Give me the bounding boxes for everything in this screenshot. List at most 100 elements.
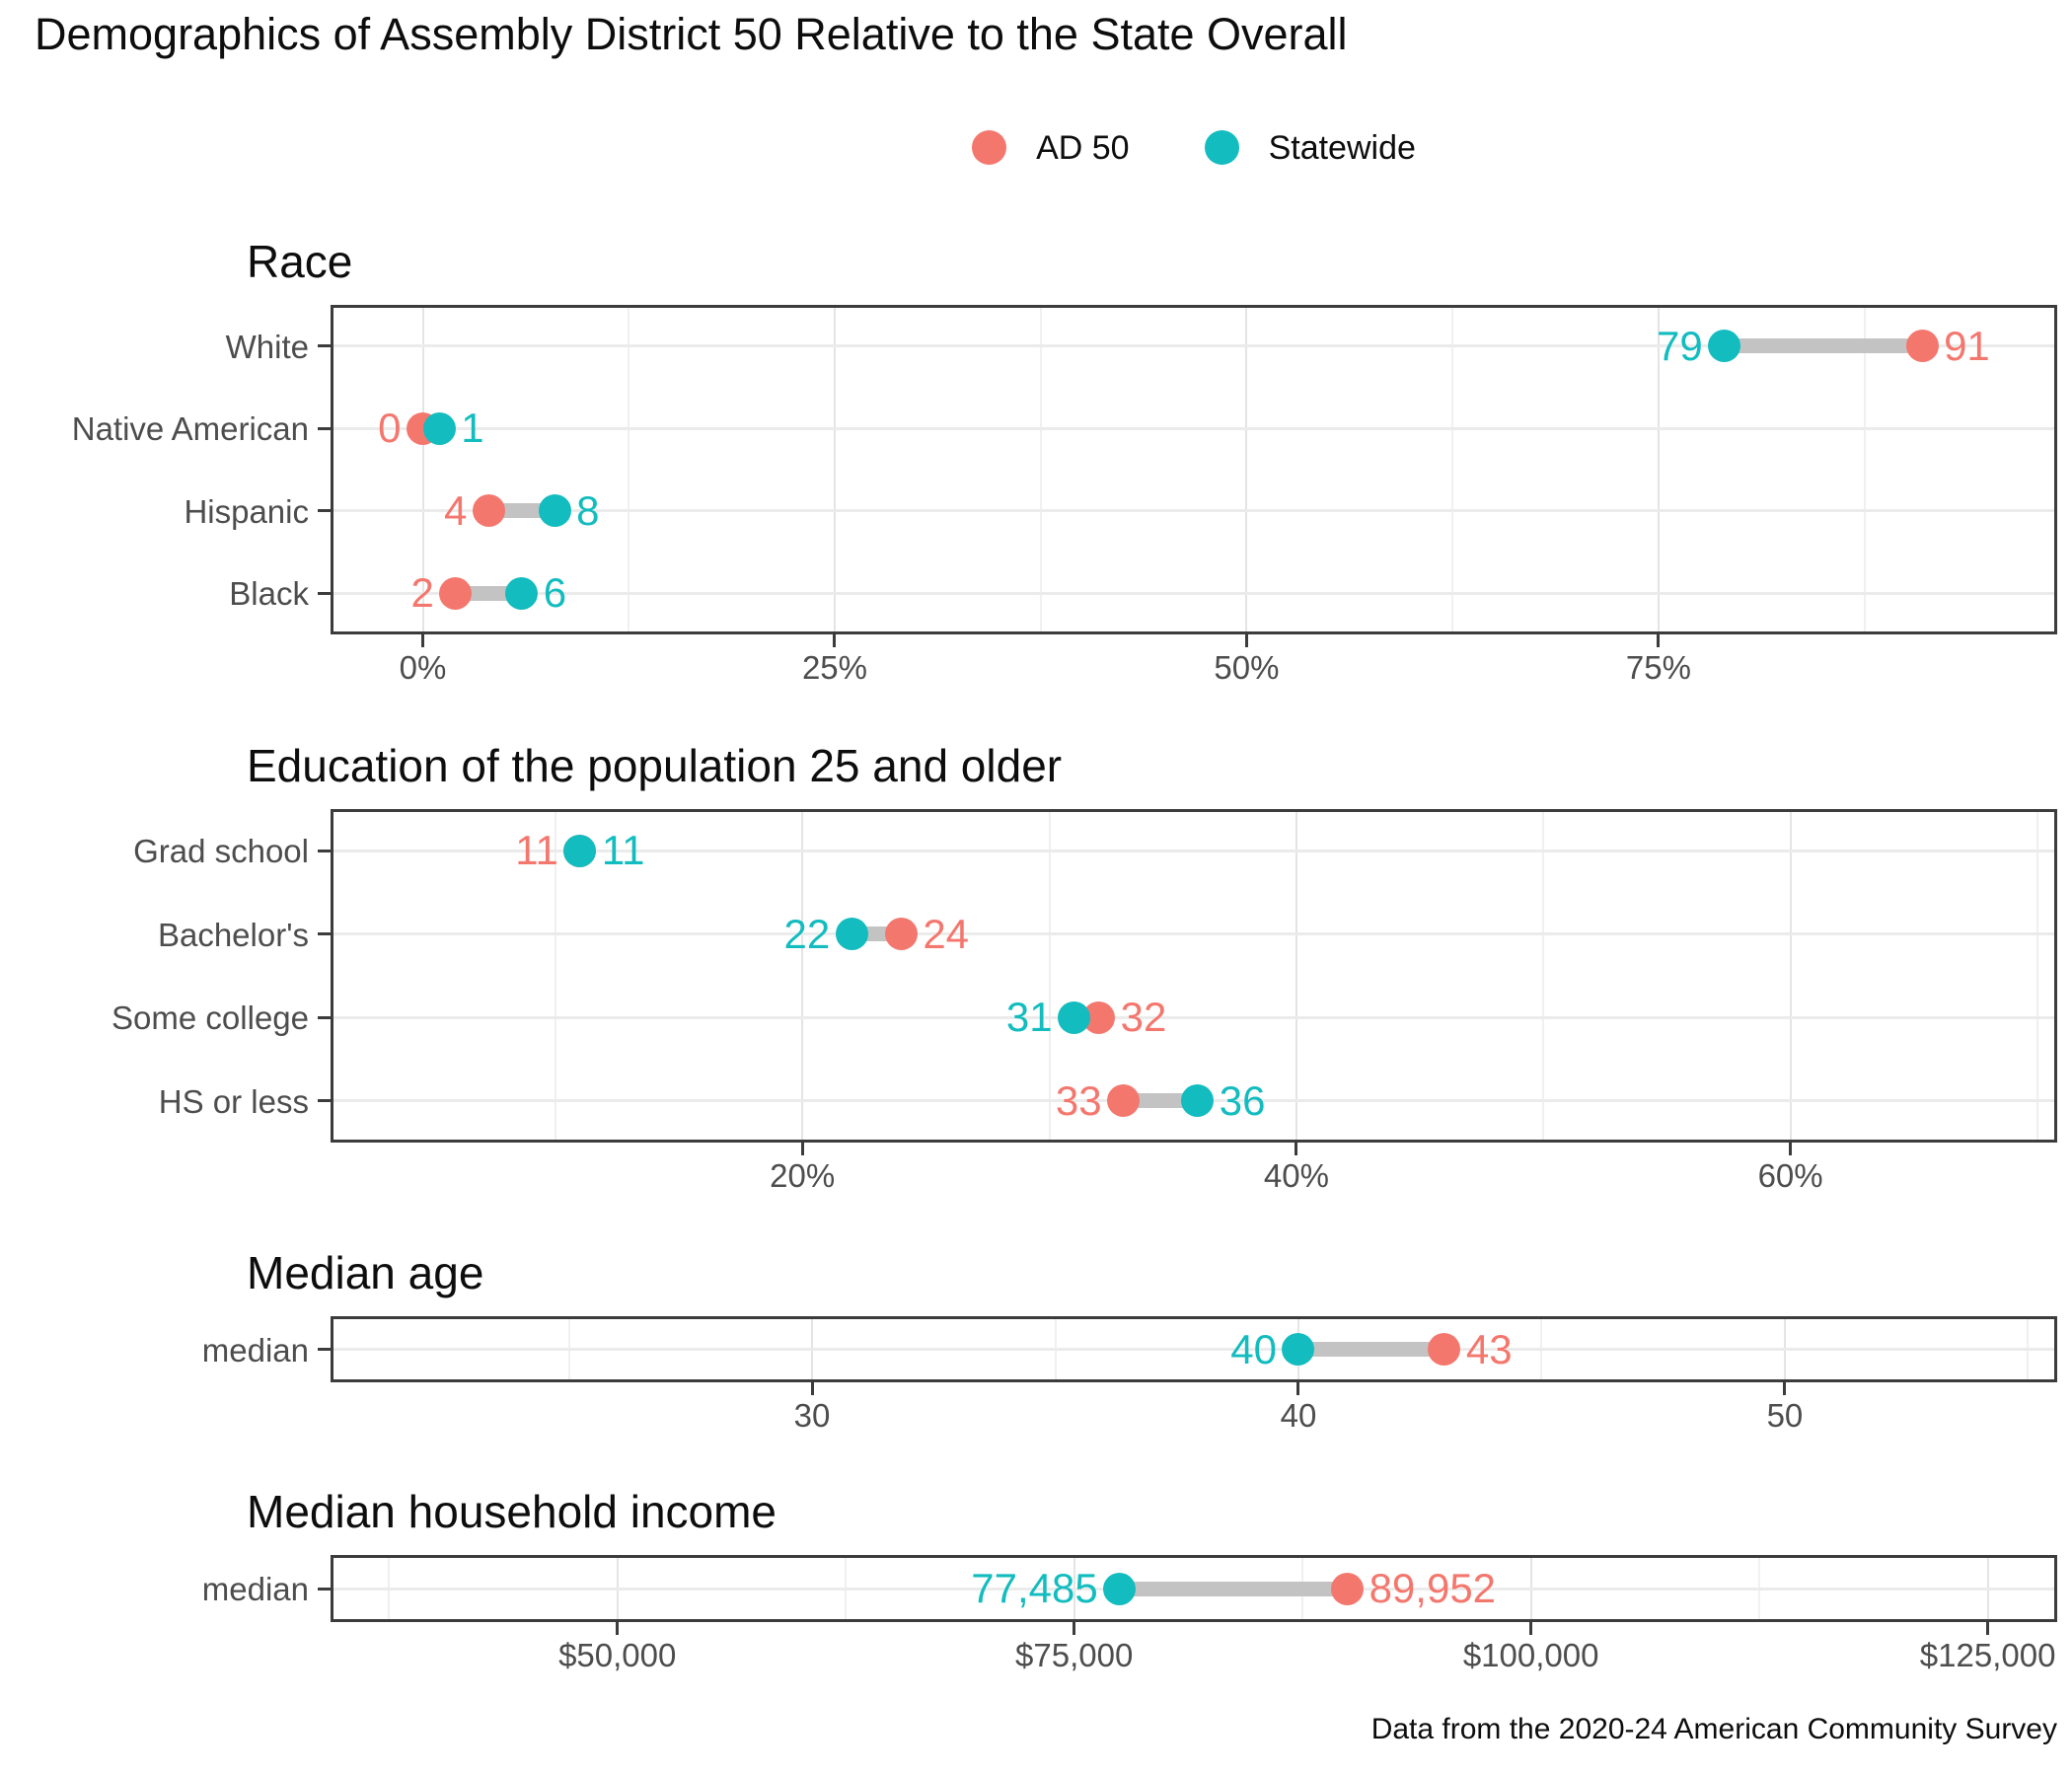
y-axis-label: Bachelor's bbox=[157, 916, 309, 953]
dot-ad50 bbox=[1107, 1084, 1141, 1118]
x-axis-label: 20% bbox=[770, 1157, 836, 1194]
gridline-minor bbox=[1039, 308, 1042, 631]
dot-statewide bbox=[563, 834, 597, 867]
dot-statewide bbox=[538, 494, 571, 528]
value-label-statewide: 77,485 bbox=[971, 1565, 1098, 1611]
y-axis-tick bbox=[318, 1099, 331, 1103]
caption: Data from the 2020-24 American Community… bbox=[1370, 1713, 2057, 1745]
dot-ad50 bbox=[1905, 330, 1939, 363]
y-axis-tick bbox=[318, 509, 331, 513]
y-axis-tick bbox=[318, 344, 331, 348]
x-axis-label: 0% bbox=[399, 649, 447, 686]
connector-segment bbox=[455, 585, 522, 601]
x-axis-tick bbox=[800, 1143, 804, 1155]
gridline-row bbox=[333, 1348, 2054, 1351]
legend-dot-ad50-icon bbox=[972, 130, 1007, 165]
section-title: Education of the population 25 and older bbox=[247, 740, 1063, 791]
x-axis-label: 50% bbox=[1214, 649, 1280, 686]
x-axis-label: 50 bbox=[1766, 1397, 1804, 1434]
value-label-ad50: 11 bbox=[515, 827, 558, 874]
gridline-row bbox=[333, 426, 2054, 430]
gridline-major bbox=[1245, 308, 1248, 631]
y-axis-tick bbox=[318, 426, 331, 430]
value-label-ad50: 24 bbox=[923, 910, 970, 957]
dot-statewide bbox=[505, 576, 539, 610]
y-axis-label: HS or less bbox=[158, 1082, 309, 1120]
x-axis-tick bbox=[810, 1382, 814, 1395]
y-axis-tick bbox=[318, 1348, 331, 1351]
section-title: Race bbox=[247, 236, 353, 287]
value-label-ad50: 4 bbox=[443, 486, 468, 534]
value-label-statewide: 11 bbox=[601, 827, 645, 874]
dot-ad50 bbox=[472, 494, 505, 528]
gridline-major bbox=[421, 308, 424, 631]
y-axis-label: Black bbox=[229, 575, 309, 613]
value-label-ad50: 0 bbox=[378, 405, 402, 452]
y-axis-label: Native American bbox=[71, 410, 309, 448]
dot-ad50 bbox=[884, 918, 918, 951]
y-axis-label: median bbox=[201, 1331, 309, 1369]
x-axis-tick bbox=[1295, 1143, 1298, 1155]
y-axis-tick bbox=[318, 849, 331, 852]
connector-segment bbox=[488, 503, 555, 519]
dot-statewide bbox=[835, 918, 868, 951]
gridline-row bbox=[333, 344, 2054, 348]
dot-statewide bbox=[1708, 330, 1741, 363]
dot-statewide bbox=[422, 411, 456, 445]
dot-statewide bbox=[1103, 1572, 1137, 1605]
dot-statewide bbox=[1282, 1333, 1315, 1366]
gridline-minor bbox=[1863, 308, 1866, 631]
x-axis-tick bbox=[1657, 634, 1661, 647]
y-axis-label: Some college bbox=[111, 999, 309, 1037]
connector-segment bbox=[1297, 1342, 1444, 1357]
value-label-statewide: 1 bbox=[461, 405, 484, 452]
x-axis-tick bbox=[1296, 1382, 1300, 1395]
value-label-ad50: 89,952 bbox=[1369, 1565, 1497, 1611]
legend-dot-statewide-icon bbox=[1204, 130, 1239, 165]
value-label-statewide: 6 bbox=[543, 569, 567, 617]
x-axis-tick bbox=[421, 634, 424, 647]
gridline-minor bbox=[1542, 812, 1545, 1140]
page-title: Demographics of Assembly District 50 Rel… bbox=[35, 9, 1348, 59]
value-label-statewide: 36 bbox=[1219, 1076, 1266, 1124]
dot-statewide bbox=[1058, 1000, 1091, 1034]
gridline-major bbox=[1657, 308, 1660, 631]
dot-ad50 bbox=[1331, 1572, 1365, 1605]
value-label-statewide: 31 bbox=[1005, 994, 1053, 1041]
gridline-minor bbox=[554, 812, 556, 1140]
panel-3 bbox=[331, 1316, 2057, 1382]
x-axis-tick bbox=[1789, 1143, 1793, 1155]
y-axis-tick bbox=[318, 1587, 331, 1591]
value-label-ad50: 43 bbox=[1465, 1325, 1513, 1372]
value-label-ad50: 33 bbox=[1055, 1076, 1102, 1124]
dot-ad50 bbox=[1428, 1333, 1461, 1366]
value-label-statewide: 79 bbox=[1656, 322, 1703, 369]
x-axis-label: 60% bbox=[1757, 1157, 1823, 1194]
gridline-major bbox=[1295, 812, 1297, 1140]
x-axis-tick bbox=[616, 1622, 620, 1635]
x-axis-tick bbox=[1073, 1622, 1076, 1635]
gridline-minor bbox=[2035, 812, 2038, 1140]
legend-label-statewide: Statewide bbox=[1268, 128, 1416, 167]
gridline-minor bbox=[1048, 812, 1051, 1140]
y-axis-label: Hispanic bbox=[184, 492, 309, 530]
x-axis-label: 25% bbox=[801, 649, 867, 686]
y-axis-tick bbox=[318, 932, 331, 936]
x-axis-tick bbox=[1783, 1382, 1787, 1395]
x-axis-label: 40 bbox=[1280, 1397, 1317, 1434]
dot-statewide bbox=[1181, 1084, 1215, 1118]
gridline-row bbox=[333, 932, 2054, 936]
section-title: Median age bbox=[247, 1247, 484, 1298]
legend-label-ad50: AD 50 bbox=[1036, 128, 1130, 167]
value-label-statewide: 8 bbox=[576, 486, 600, 534]
legend-item-ad50: AD 50 bbox=[972, 130, 1130, 165]
section-title: Median household income bbox=[247, 1486, 777, 1537]
x-axis-label: 75% bbox=[1625, 649, 1691, 686]
value-label-ad50: 91 bbox=[1944, 322, 1990, 369]
legend-item-statewide: Statewide bbox=[1204, 128, 1416, 167]
connector-segment bbox=[1119, 1581, 1348, 1596]
value-label-ad50: 2 bbox=[410, 569, 434, 617]
x-axis-label: $100,000 bbox=[1462, 1637, 1599, 1673]
gridline-major bbox=[1789, 812, 1792, 1140]
